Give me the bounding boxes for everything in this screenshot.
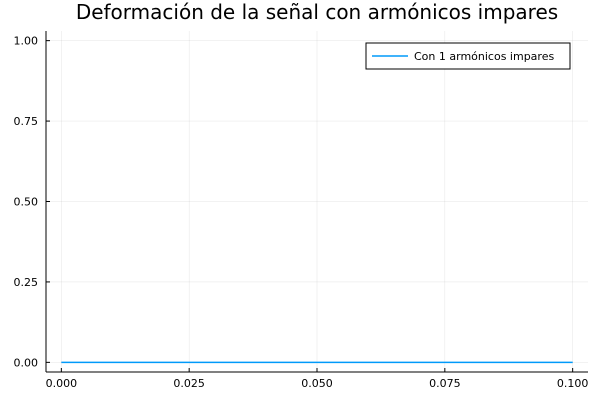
- chart-title: Deformación de la señal con armónicos im…: [76, 0, 558, 24]
- legend-label: Con 1 armónicos impares: [414, 50, 554, 63]
- y-tick-label: 0.25: [14, 276, 39, 289]
- y-tick-label: 0.75: [14, 115, 39, 128]
- y-tick-label: 1.00: [14, 35, 39, 48]
- grid-lines: [46, 31, 588, 372]
- y-axis-ticks: 0.00 0.25 0.50 0.75 1.00: [14, 35, 50, 369]
- x-tick-label: 0.000: [46, 377, 78, 390]
- legend: Con 1 armónicos impares: [365, 42, 571, 70]
- x-tick-label: 0.075: [429, 377, 461, 390]
- x-axis-ticks: 0.000 0.025 0.050 0.075 0.100: [46, 368, 589, 390]
- x-tick-label: 0.025: [173, 377, 205, 390]
- x-tick-label: 0.050: [301, 377, 333, 390]
- y-tick-label: 0.50: [14, 196, 39, 209]
- x-tick-label: 0.100: [557, 377, 589, 390]
- y-tick-label: 0.00: [14, 356, 39, 369]
